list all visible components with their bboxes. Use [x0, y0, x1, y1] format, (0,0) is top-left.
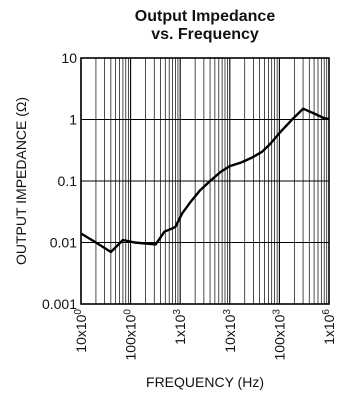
- x-tick-label: 10x100: [73, 309, 89, 353]
- y-tick-label: 1: [69, 112, 77, 128]
- x-axis-label: FREQUENCY (Hz): [146, 374, 264, 390]
- y-axis-label: OUTPUT IMPEDANCE (Ω): [13, 97, 29, 265]
- plot-frame: [80, 57, 330, 305]
- x-tick-label: 100x103: [271, 309, 287, 361]
- chart-title-line1: Output Impedance: [134, 8, 276, 25]
- x-tick-label: 100x100: [123, 309, 139, 361]
- chart-title-line2: vs. Frequency: [151, 26, 259, 43]
- y-tick-label: 10: [61, 50, 77, 66]
- y-tick-label: 0.01: [50, 235, 77, 251]
- x-tick-label: 10x103: [222, 309, 238, 353]
- x-tick-label: 1x106: [321, 309, 337, 345]
- impedance-line: [80, 107, 330, 254]
- grid: [80, 58, 329, 305]
- y-tick-label: 0.1: [58, 173, 78, 189]
- x-tick-label: 1x103: [172, 309, 188, 345]
- y-tick-labels: 10 1 0.1 0.01 0.001: [42, 50, 77, 312]
- y-tick-label: 0.001: [42, 296, 77, 312]
- x-tick-labels: 10x100 100x100 1x103 10x103 100x103 1x106: [73, 309, 337, 361]
